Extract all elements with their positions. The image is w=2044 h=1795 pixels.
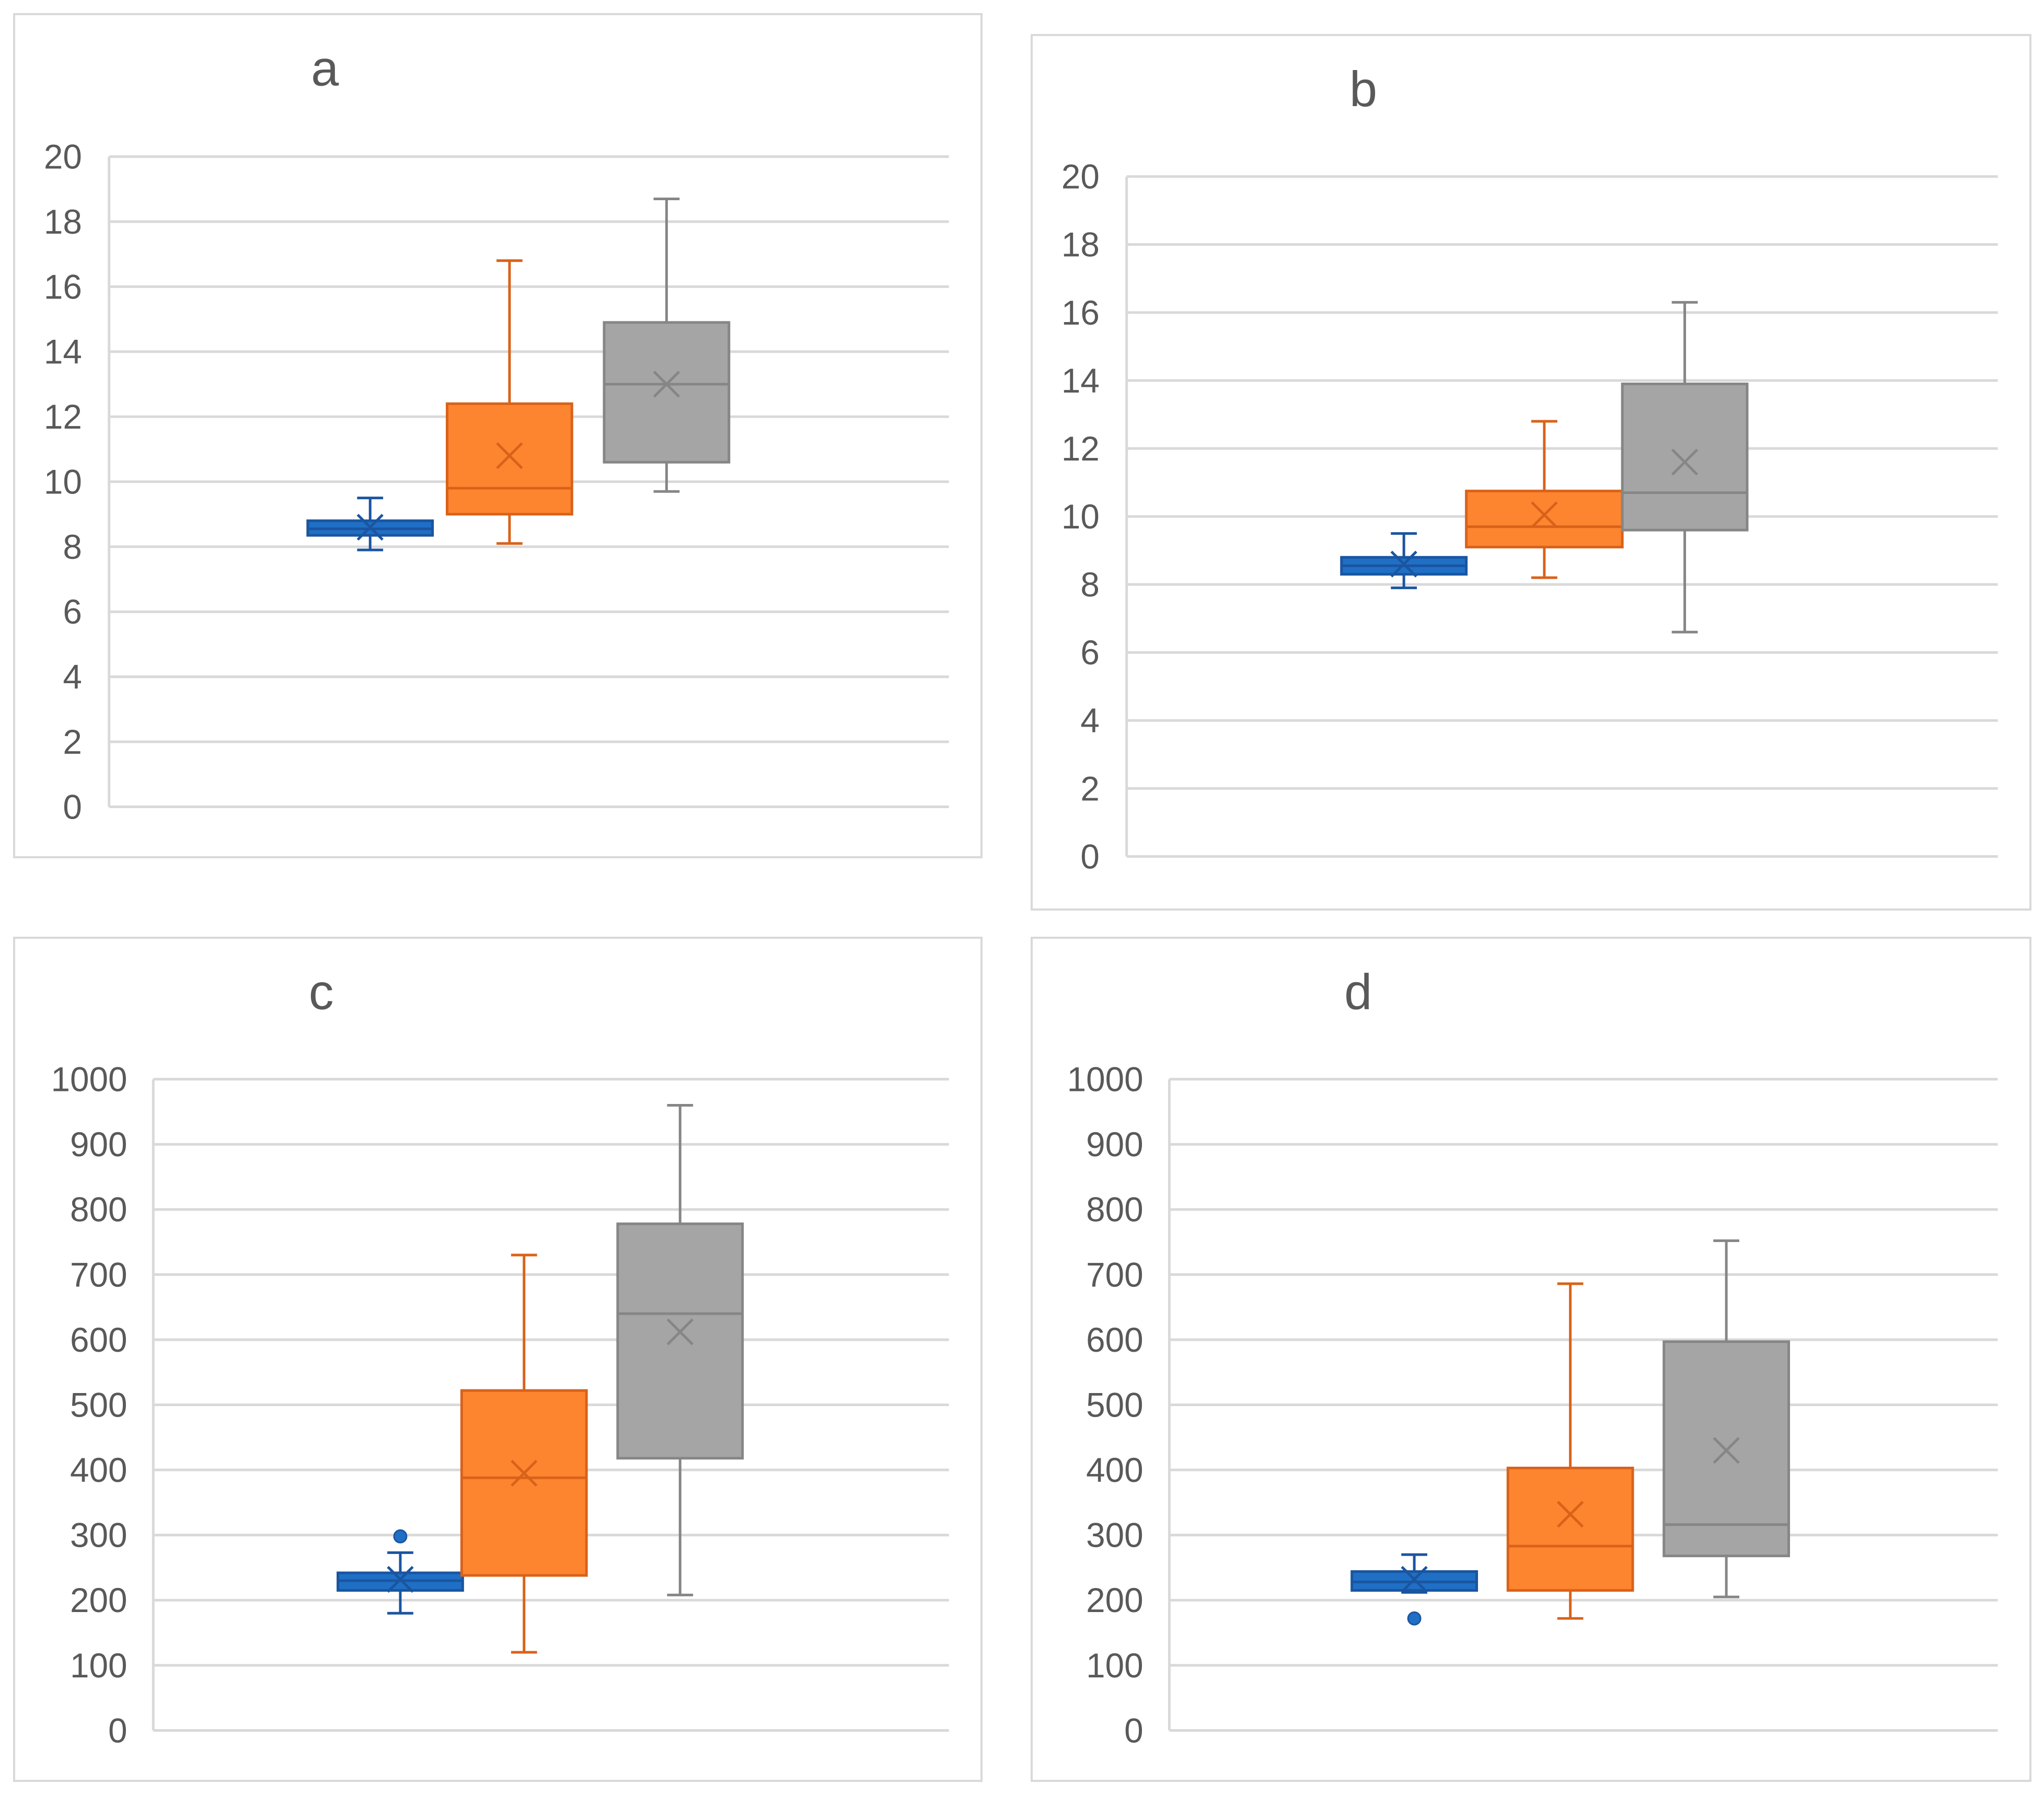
chart-panel-d: d 0 100 200 300 400 500 600 700 800 900 1000 [1031, 937, 2031, 1782]
iqr-box [603, 321, 731, 464]
mean-marker [1401, 1566, 1428, 1593]
y-tick-label: 8 [1080, 566, 1100, 604]
y-tick-label: 0 [1124, 1711, 1144, 1750]
iqr-box [1621, 382, 1749, 532]
y-tick-label: 4 [1080, 701, 1100, 740]
mean-marker [1390, 550, 1417, 578]
mean-marker [1531, 501, 1558, 528]
chart-a-svg: a 0 2 4 6 8 10 12 14 16 18 20 [44, 41, 949, 826]
y-tick-label: 20 [1061, 158, 1100, 196]
y-tick-label: 1000 [1067, 1061, 1144, 1099]
y-tick-label: 800 [70, 1191, 128, 1229]
chart-a-title: a [311, 41, 339, 96]
chart-panel-a: a 0 2 4 6 8 10 12 14 16 18 20 [13, 13, 983, 858]
y-tick-label: 8 [63, 528, 82, 566]
y-tick-label: 300 [70, 1516, 128, 1555]
y-tick-label: 0 [1080, 837, 1100, 876]
iqr-box [1506, 1466, 1634, 1592]
y-tick-label: 16 [44, 268, 82, 306]
iqr-box [1465, 489, 1624, 549]
y-tick-label: 700 [70, 1256, 128, 1294]
y-tick-label: 18 [1061, 226, 1100, 264]
box-plot-series-2 [445, 259, 573, 545]
chart-b-title: b [1349, 62, 1377, 117]
mean-marker [653, 371, 680, 398]
y-tick-label: 700 [1086, 1256, 1144, 1294]
y-tick-label: 100 [70, 1647, 128, 1685]
y-tick-label: 800 [1086, 1191, 1144, 1229]
y-tick-label: 400 [70, 1451, 128, 1489]
y-tick-label: 12 [1061, 430, 1100, 468]
mean-marker [387, 1566, 414, 1593]
mean-marker [496, 442, 523, 469]
iqr-box [445, 402, 573, 516]
chart-c-title: c [309, 964, 334, 1020]
y-tick-label: 0 [108, 1711, 128, 1750]
y-tick-label: 200 [1086, 1581, 1144, 1619]
y-tick-label: 18 [44, 203, 82, 241]
y-tick-label: 6 [63, 593, 82, 631]
y-tick-label: 900 [1086, 1125, 1144, 1164]
iqr-box [460, 1389, 588, 1577]
mean-marker [1713, 1437, 1740, 1464]
y-tick-label: 600 [1086, 1321, 1144, 1359]
chart-d-svg: d 0 100 200 300 400 500 600 700 800 900 1000 [1067, 964, 1998, 1750]
mean-marker [511, 1459, 538, 1487]
mean-marker [666, 1318, 694, 1345]
box-plot-series-2 [1506, 1282, 1634, 1620]
y-tick-label: 0 [63, 788, 82, 826]
y-tick-label: 16 [1061, 294, 1100, 332]
y-tick-label: 12 [44, 398, 82, 436]
y-tick-label: 10 [1061, 498, 1100, 536]
y-tick-label: 100 [1086, 1647, 1144, 1685]
y-tick-label: 300 [1086, 1516, 1144, 1555]
chart-c-svg: c 0 100 200 300 400 500 600 700 800 900 1000 [51, 964, 949, 1750]
y-tick-label: 400 [1086, 1451, 1144, 1489]
chart-b-svg: b 0 2 4 6 8 10 12 14 16 18 20 [1061, 62, 1998, 876]
box-plot-series-3 [1662, 1239, 1791, 1598]
y-tick-label: 14 [1061, 362, 1100, 400]
mean-marker [1556, 1501, 1584, 1528]
y-tick-label: 20 [44, 138, 82, 176]
y-tick-label: 2 [1080, 769, 1100, 808]
chart-panel-b: b 0 2 4 6 8 10 12 14 16 18 20 [1031, 34, 2031, 911]
y-tick-label: 6 [1080, 634, 1100, 672]
y-tick-label: 4 [63, 658, 82, 696]
box-plot-series-3 [603, 198, 731, 493]
box-plot-series-2 [1465, 420, 1624, 579]
outlier-point [393, 1529, 408, 1544]
box-plot-series-1 [337, 1529, 464, 1615]
box-plot-series-1 [1350, 1553, 1479, 1626]
y-tick-label: 200 [70, 1581, 128, 1619]
box-plot-series-3 [616, 1104, 744, 1596]
y-tick-label: 2 [63, 723, 82, 761]
mean-marker [356, 513, 384, 541]
box-plot-series-3 [1621, 301, 1749, 634]
box-plot-series-2 [460, 1253, 588, 1654]
y-tick-label: 1000 [51, 1061, 127, 1099]
y-tick-label: 500 [1086, 1386, 1144, 1424]
y-tick-label: 14 [44, 333, 82, 371]
outlier-point [1407, 1611, 1422, 1626]
y-tick-label: 500 [70, 1386, 128, 1424]
box-plot-series-1 [306, 497, 434, 551]
y-tick-label: 10 [44, 463, 82, 501]
iqr-box [616, 1222, 744, 1460]
y-tick-label: 900 [70, 1125, 128, 1164]
y-tick-label: 600 [70, 1321, 128, 1359]
chart-panel-c: c 0 100 200 300 400 500 600 700 800 900 1000 [13, 937, 983, 1782]
chart-d-title: d [1344, 964, 1372, 1020]
mean-marker [1671, 448, 1699, 476]
box-plot-series-1 [1340, 532, 1468, 590]
